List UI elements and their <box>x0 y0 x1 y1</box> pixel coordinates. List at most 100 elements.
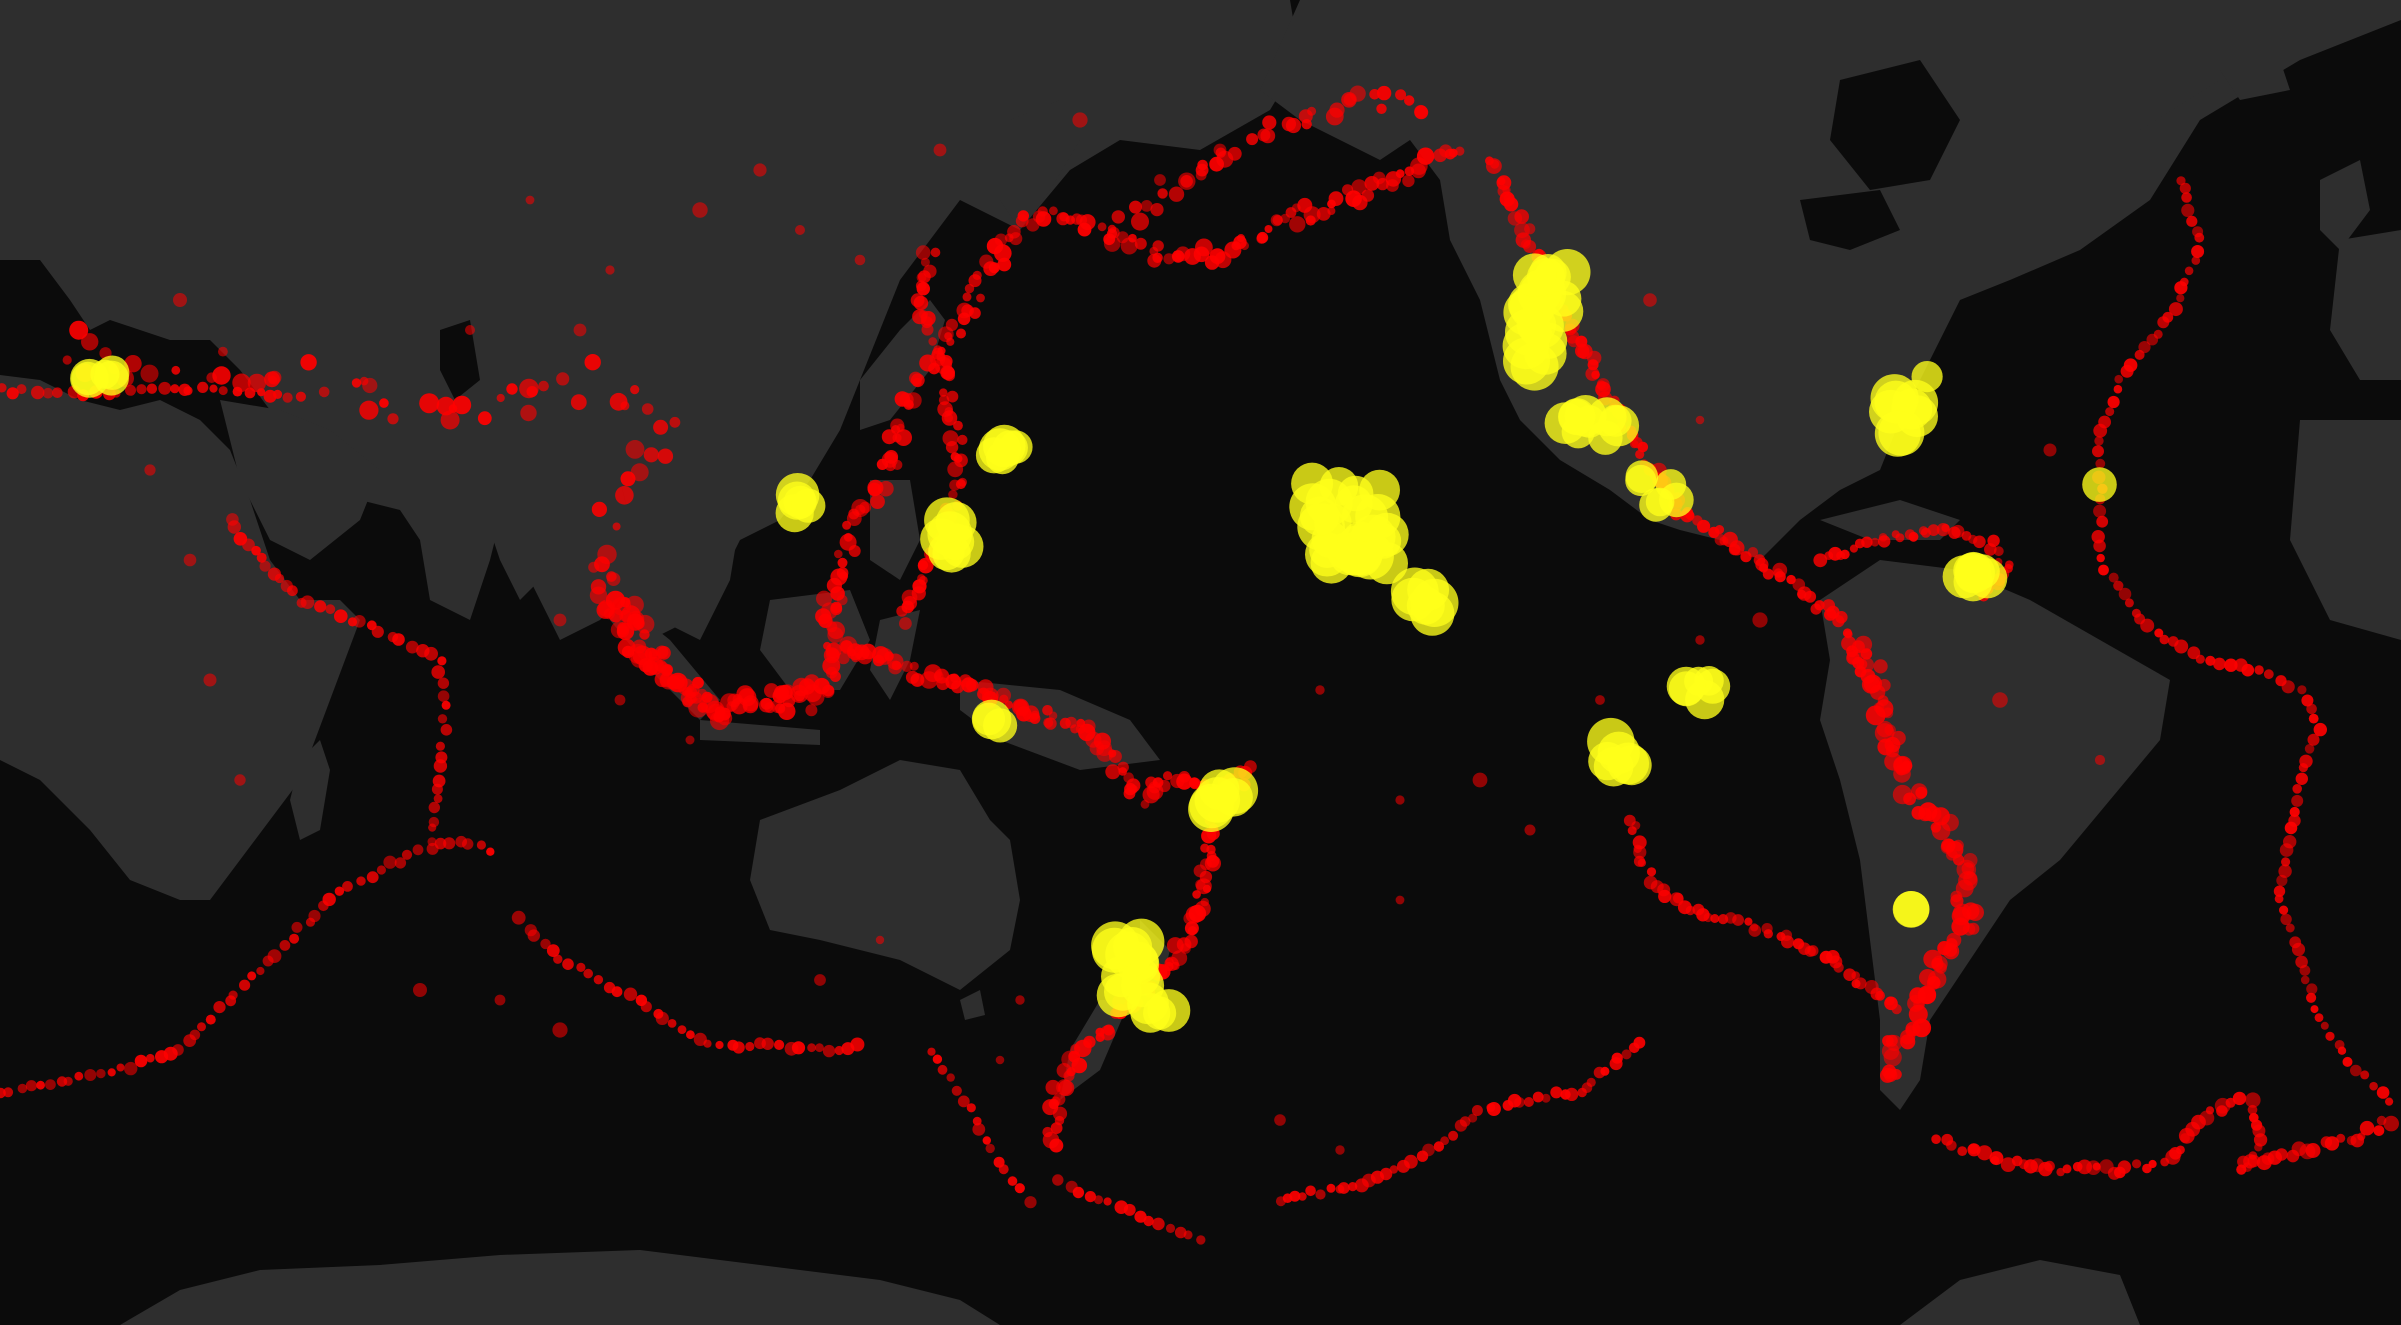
earthquake-marker-1051[interactable] <box>443 837 456 850</box>
earthquake-marker-971[interactable] <box>2245 1092 2261 1108</box>
earthquake-marker-551[interactable] <box>1755 557 1769 572</box>
earthquake-marker-1274[interactable] <box>1111 210 1126 224</box>
earthquake-marker-411[interactable] <box>916 282 930 296</box>
earthquake-marker-24[interactable] <box>1316 207 1331 221</box>
earthquake-marker-445[interactable] <box>948 489 958 500</box>
earthquake-marker-324[interactable] <box>1244 760 1257 774</box>
earthquake-marker-245[interactable] <box>901 660 913 673</box>
earthquake-marker-523[interactable] <box>1635 449 1645 459</box>
earthquake-marker-617[interactable] <box>1930 822 1942 833</box>
earthquake-marker-662[interactable] <box>1905 1025 1917 1037</box>
earthquake-marker-994[interactable] <box>2336 1133 2346 1143</box>
volcano-marker-145[interactable] <box>1091 921 1140 970</box>
earthquake-marker-121[interactable] <box>892 433 902 443</box>
earthquake-marker-167[interactable] <box>821 685 835 698</box>
earthquake-marker-885[interactable] <box>2301 694 2314 707</box>
earthquake-marker-700[interactable] <box>1993 546 2004 557</box>
earthquake-marker-426[interactable] <box>943 370 956 382</box>
earthquake-marker-12[interactable] <box>1385 171 1402 187</box>
earthquake-marker-1042[interactable] <box>356 876 366 886</box>
earthquake-marker-1319[interactable] <box>173 293 187 307</box>
earthquake-marker-141[interactable] <box>837 557 848 568</box>
earthquake-marker-1190[interactable] <box>212 366 231 385</box>
earthquake-marker-1141[interactable] <box>405 640 419 654</box>
earthquake-marker-1159[interactable] <box>428 823 437 832</box>
earthquake-marker-1322[interactable] <box>203 673 217 687</box>
earthquake-marker-1227[interactable] <box>625 440 645 459</box>
earthquake-marker-1238[interactable] <box>619 609 632 623</box>
earthquake-marker-1218[interactable] <box>570 394 587 411</box>
earthquake-marker-819[interactable] <box>1174 1226 1187 1239</box>
earthquake-marker-163[interactable] <box>829 671 841 682</box>
earthquake-marker-835[interactable] <box>2168 302 2183 317</box>
earthquake-marker-917[interactable] <box>2314 1013 2324 1022</box>
earthquake-marker-1312[interactable] <box>605 265 615 275</box>
earthquake-marker-799[interactable] <box>1586 1077 1596 1087</box>
earthquake-marker-1326[interactable] <box>685 735 695 745</box>
volcano-marker-33[interactable] <box>1407 568 1450 611</box>
earthquake-marker-158[interactable] <box>837 652 850 665</box>
earthquake-marker-110[interactable] <box>909 371 923 385</box>
earthquake-marker-888[interactable] <box>2313 722 2327 737</box>
earthquake-marker-255[interactable] <box>945 673 962 690</box>
earthquake-marker-1073[interactable] <box>667 1019 677 1028</box>
earthquake-marker-1149[interactable] <box>437 714 448 724</box>
earthquake-marker-1072[interactable] <box>655 1011 669 1025</box>
earthquake-marker-1239[interactable] <box>616 622 635 641</box>
earthquake-marker-792[interactable] <box>1532 1091 1544 1103</box>
earthquake-marker-383[interactable] <box>1083 1038 1093 1048</box>
earthquake-marker-1030[interactable] <box>256 966 265 976</box>
earthquake-marker-69[interactable] <box>1071 213 1083 225</box>
earthquake-marker-1007[interactable] <box>45 1079 56 1090</box>
earthquake-marker-919[interactable] <box>2325 1031 2335 1041</box>
earthquake-marker-1228[interactable] <box>643 447 659 463</box>
earthquake-marker-102[interactable] <box>946 337 955 346</box>
earthquake-marker-1271[interactable] <box>777 684 793 701</box>
earthquake-marker-1153[interactable] <box>433 759 448 773</box>
earthquake-marker-778[interactable] <box>1422 1143 1435 1157</box>
earthquake-marker-434[interactable] <box>953 420 963 431</box>
earthquake-marker-56[interactable] <box>1134 237 1147 250</box>
earthquake-marker-730[interactable] <box>1710 914 1720 923</box>
earthquake-marker-1166[interactable] <box>957 1095 970 1108</box>
earthquake-marker-1005[interactable] <box>25 1080 37 1092</box>
earthquake-marker-681[interactable] <box>1870 537 1880 547</box>
earthquake-marker-294[interactable] <box>1118 767 1127 776</box>
earthquake-marker-562[interactable] <box>1810 603 1822 615</box>
earthquake-marker-889[interactable] <box>2307 733 2320 746</box>
earthquake-marker-762[interactable] <box>1289 1190 1301 1202</box>
earthquake-marker-912[interactable] <box>2299 965 2311 976</box>
earthquake-marker-423[interactable] <box>940 355 953 368</box>
earthquake-marker-1337[interactable] <box>1695 635 1705 645</box>
earthquake-marker-692[interactable] <box>1941 523 1950 533</box>
earthquake-marker-1011[interactable] <box>84 1069 97 1081</box>
earthquake-marker-860[interactable] <box>2096 553 2105 563</box>
earthquake-marker-880[interactable] <box>2254 665 2264 675</box>
earthquake-marker-1096[interactable] <box>31 385 45 400</box>
earthquake-marker-616[interactable] <box>1941 813 1959 832</box>
earthquake-marker-954[interactable] <box>2132 1159 2142 1169</box>
earthquake-marker-998[interactable] <box>2359 1120 2375 1136</box>
earthquake-marker-753[interactable] <box>1854 977 1867 990</box>
earthquake-marker-1118[interactable] <box>282 392 293 403</box>
earthquake-marker-1161[interactable] <box>927 1047 936 1056</box>
earthquake-marker-884[interactable] <box>2297 685 2307 695</box>
earthquake-marker-841[interactable] <box>2134 349 2145 360</box>
earthquake-marker-1179[interactable] <box>81 333 99 351</box>
earthquake-marker-915[interactable] <box>2306 992 2317 1003</box>
earthquake-marker-887[interactable] <box>2308 713 2319 724</box>
earthquake-marker-345[interactable] <box>1192 890 1201 899</box>
earthquake-marker-668[interactable] <box>1881 1042 1900 1060</box>
earthquake-marker-861[interactable] <box>2098 564 2109 576</box>
earthquake-marker-927[interactable] <box>2385 1097 2394 1106</box>
earthquake-marker-1006[interactable] <box>36 1080 45 1090</box>
earthquake-marker-815[interactable] <box>1134 1210 1147 1223</box>
earthquake-marker-441[interactable] <box>947 461 964 478</box>
earthquake-marker-1249[interactable] <box>657 661 669 674</box>
earthquake-marker-1124[interactable] <box>256 552 267 563</box>
earthquake-marker-1065[interactable] <box>593 975 604 985</box>
earthquake-marker-227[interactable] <box>597 544 617 565</box>
volcano-marker-134[interactable] <box>1188 786 1234 832</box>
earthquake-marker-1280[interactable] <box>1168 186 1185 202</box>
earthquake-marker-806[interactable] <box>1633 1036 1646 1049</box>
